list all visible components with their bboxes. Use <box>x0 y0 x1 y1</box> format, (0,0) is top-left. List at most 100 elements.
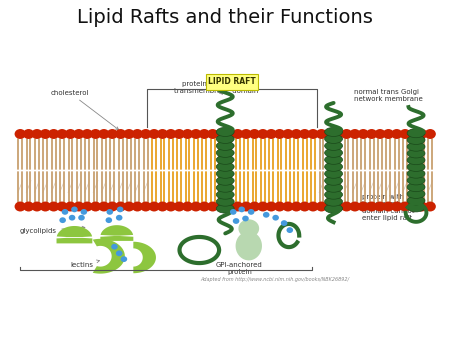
Circle shape <box>265 129 277 139</box>
Circle shape <box>90 202 101 212</box>
Circle shape <box>274 129 285 139</box>
Circle shape <box>148 202 160 212</box>
Circle shape <box>48 129 59 139</box>
Circle shape <box>374 202 386 212</box>
Circle shape <box>240 129 252 139</box>
Circle shape <box>107 202 118 212</box>
Circle shape <box>215 129 227 139</box>
Ellipse shape <box>407 182 425 192</box>
Circle shape <box>249 202 260 212</box>
Circle shape <box>199 129 210 139</box>
Circle shape <box>366 129 377 139</box>
Circle shape <box>286 227 293 233</box>
Circle shape <box>425 202 436 212</box>
Circle shape <box>273 215 279 220</box>
Ellipse shape <box>407 129 425 138</box>
Circle shape <box>65 202 76 212</box>
Ellipse shape <box>216 155 234 164</box>
Circle shape <box>357 202 369 212</box>
Text: lectins: lectins <box>70 260 100 268</box>
Ellipse shape <box>325 141 343 151</box>
Circle shape <box>357 129 369 139</box>
Circle shape <box>224 202 235 212</box>
Circle shape <box>111 244 118 250</box>
Circle shape <box>263 212 270 218</box>
Ellipse shape <box>407 149 425 158</box>
Ellipse shape <box>325 183 343 192</box>
Circle shape <box>291 202 302 212</box>
Circle shape <box>400 202 411 212</box>
Circle shape <box>190 129 201 139</box>
Ellipse shape <box>216 148 234 157</box>
Ellipse shape <box>325 204 343 213</box>
Circle shape <box>132 202 143 212</box>
FancyBboxPatch shape <box>206 74 258 90</box>
Circle shape <box>173 129 185 139</box>
Circle shape <box>291 129 302 139</box>
Text: glycolipids: glycolipids <box>19 226 85 234</box>
Circle shape <box>374 129 386 139</box>
Circle shape <box>349 202 361 212</box>
Text: normal trans Golgi
network membrane: normal trans Golgi network membrane <box>354 89 423 102</box>
Circle shape <box>107 129 118 139</box>
Polygon shape <box>93 239 125 274</box>
Circle shape <box>333 202 344 212</box>
Polygon shape <box>100 225 133 241</box>
Circle shape <box>257 129 269 139</box>
Circle shape <box>224 129 235 139</box>
Circle shape <box>341 129 352 139</box>
Ellipse shape <box>216 169 234 178</box>
Circle shape <box>40 202 51 212</box>
Ellipse shape <box>325 197 343 206</box>
Ellipse shape <box>407 169 425 178</box>
Ellipse shape <box>407 135 425 144</box>
Circle shape <box>23 129 34 139</box>
Circle shape <box>23 202 34 212</box>
Circle shape <box>242 215 249 222</box>
Circle shape <box>31 129 43 139</box>
Polygon shape <box>238 219 259 237</box>
Circle shape <box>69 215 75 220</box>
Circle shape <box>73 129 84 139</box>
Circle shape <box>165 202 176 212</box>
Circle shape <box>265 202 277 212</box>
Circle shape <box>215 202 227 212</box>
Ellipse shape <box>216 134 234 143</box>
Ellipse shape <box>325 134 343 143</box>
Circle shape <box>207 202 219 212</box>
Circle shape <box>299 202 310 212</box>
Ellipse shape <box>216 197 234 206</box>
Circle shape <box>248 209 255 215</box>
Circle shape <box>383 129 394 139</box>
Circle shape <box>148 129 160 139</box>
Circle shape <box>299 129 310 139</box>
Circle shape <box>238 207 245 212</box>
Circle shape <box>232 202 244 212</box>
Circle shape <box>157 129 168 139</box>
Circle shape <box>56 202 68 212</box>
Circle shape <box>391 129 402 139</box>
Circle shape <box>106 217 112 223</box>
Circle shape <box>425 129 436 139</box>
Circle shape <box>232 129 244 139</box>
Circle shape <box>182 202 193 212</box>
Circle shape <box>123 129 135 139</box>
Circle shape <box>308 129 319 139</box>
Circle shape <box>120 256 127 262</box>
Circle shape <box>416 129 428 139</box>
Circle shape <box>73 202 84 212</box>
Circle shape <box>140 129 151 139</box>
Circle shape <box>190 202 201 212</box>
Circle shape <box>140 202 151 212</box>
Circle shape <box>383 202 394 212</box>
Circle shape <box>408 129 419 139</box>
Circle shape <box>233 218 239 224</box>
Circle shape <box>416 202 428 212</box>
Ellipse shape <box>216 162 234 171</box>
Circle shape <box>341 202 352 212</box>
Circle shape <box>324 202 336 212</box>
Ellipse shape <box>216 176 234 185</box>
Ellipse shape <box>325 190 343 199</box>
Circle shape <box>257 202 269 212</box>
Circle shape <box>40 129 51 139</box>
